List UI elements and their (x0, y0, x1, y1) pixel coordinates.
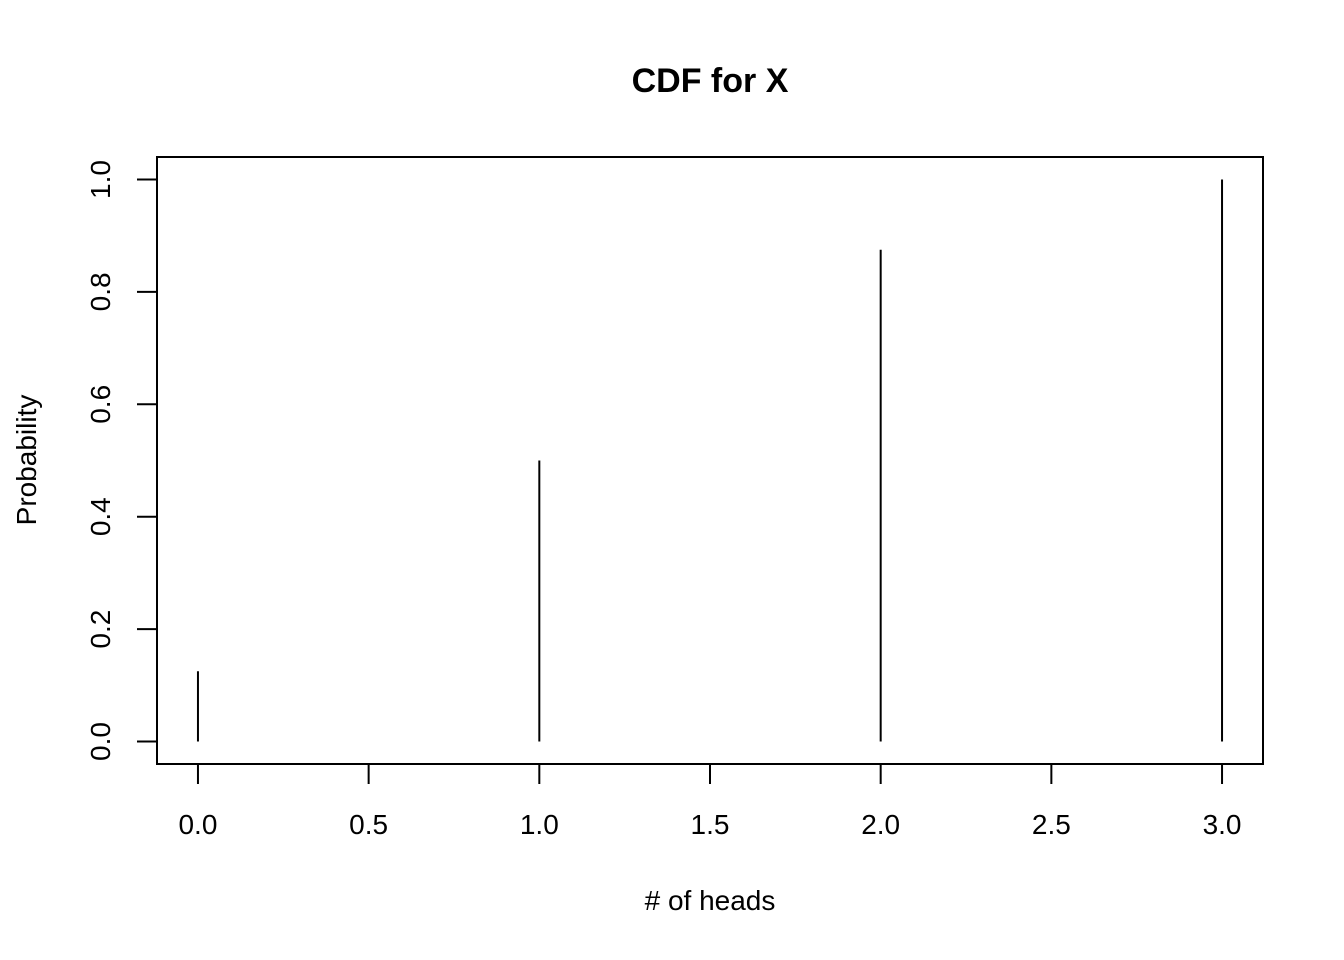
y-axis-label: Probability (11, 395, 42, 526)
x-tick-label: 3.0 (1203, 809, 1242, 840)
x-tick-label: 0.0 (178, 809, 217, 840)
x-tick-label: 1.0 (520, 809, 559, 840)
y-tick-label: 0.4 (85, 497, 116, 536)
plot-area-frame (156, 156, 1264, 765)
x-tick-label: 1.5 (691, 809, 730, 840)
y-tick-label: 0.2 (85, 610, 116, 649)
x-tick-label: 0.5 (349, 809, 388, 840)
y-axis: 0.0 0.2 0.4 0.6 0.8 1.0 (85, 160, 158, 761)
y-tick-label: 0.0 (85, 722, 116, 761)
y-tick-label: 1.0 (85, 160, 116, 199)
x-tick-label: 2.5 (1032, 809, 1071, 840)
cdf-series (196, 179, 1224, 742)
x-axis-label: # of heads (645, 885, 776, 916)
chart-title: CDF for X (632, 62, 789, 100)
x-axis: 0.0 0.5 1.0 1.5 2.0 2.5 3.0 (178, 763, 1242, 840)
y-tick-label: 0.6 (85, 385, 116, 424)
y-tick-label: 0.8 (85, 272, 116, 311)
x-tick-label: 2.0 (861, 809, 900, 840)
